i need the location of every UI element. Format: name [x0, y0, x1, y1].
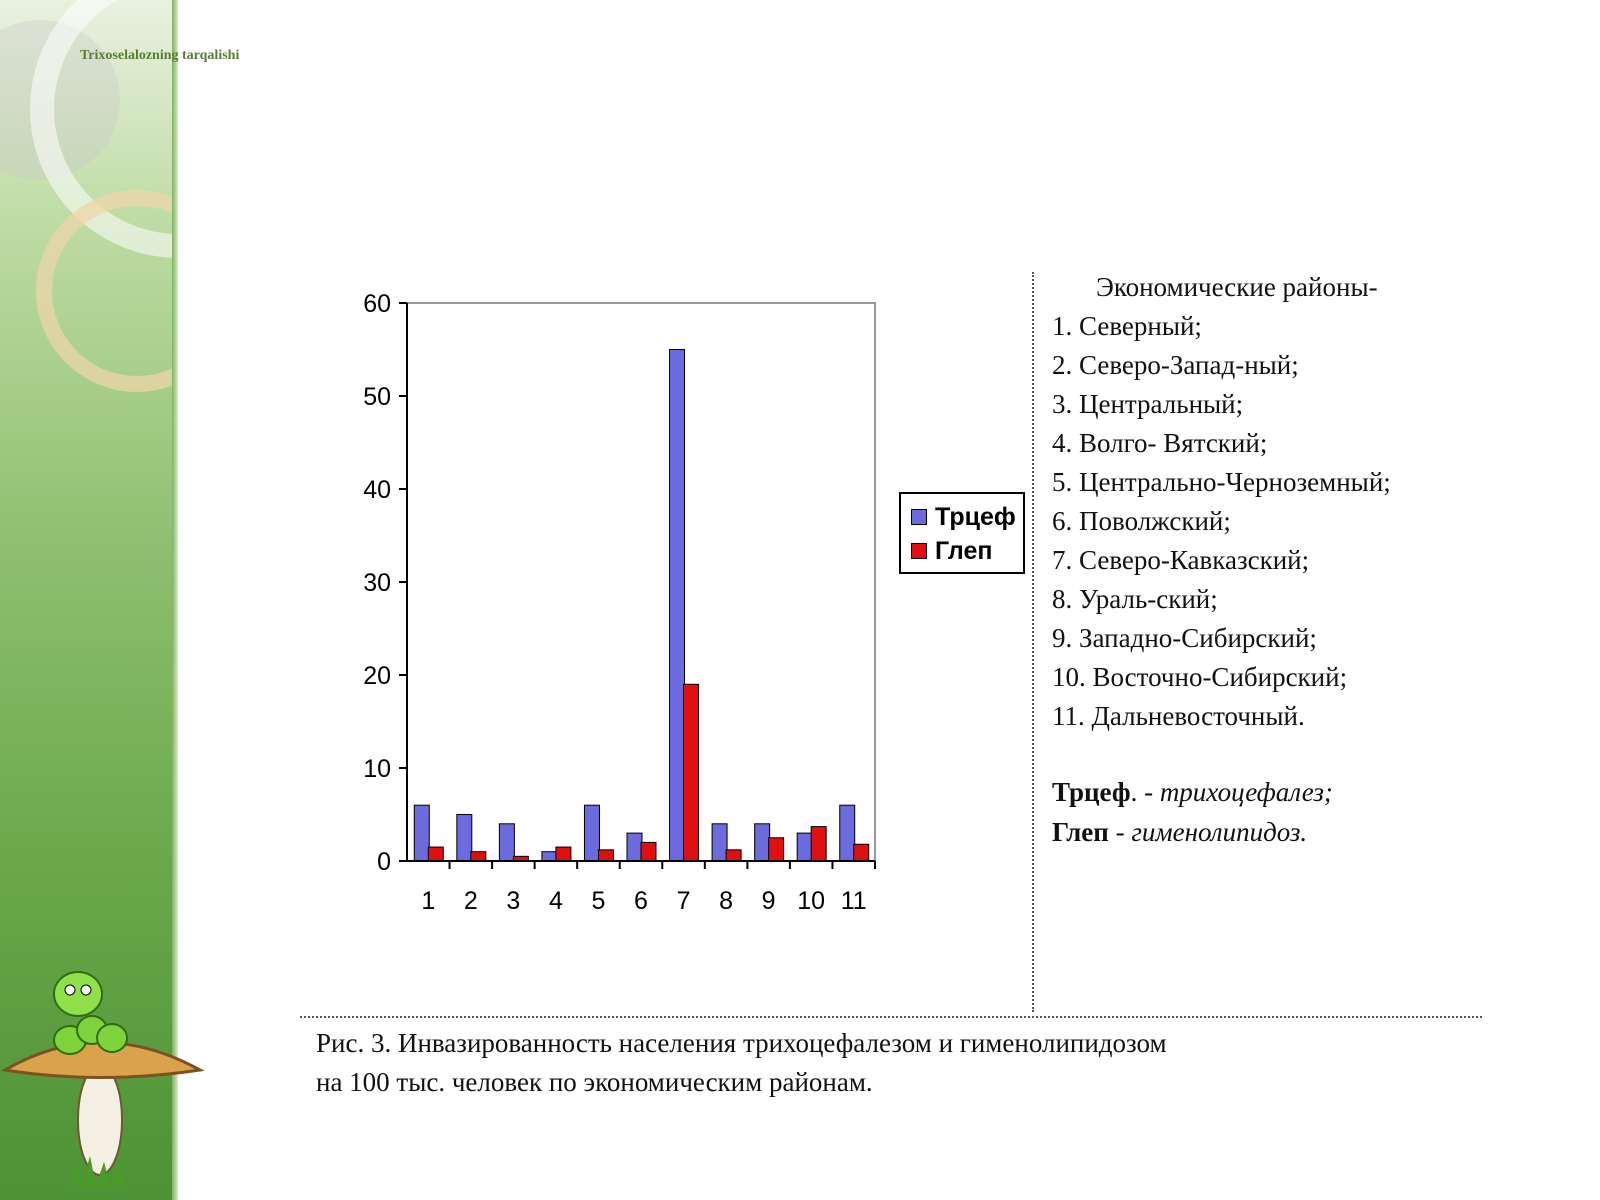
- sidebar-edge: [172, 0, 178, 1200]
- caterpillar-head: [53, 971, 103, 1017]
- abbreviation-definition: гименолипидоз.: [1131, 817, 1308, 847]
- region-item: 6. Поволжский;: [1052, 506, 1231, 536]
- bar-series-2-cat-5: [597, 849, 614, 862]
- mushroom-stem: [77, 1064, 123, 1176]
- bar-series-2-cat-10: [810, 826, 827, 862]
- bar-series-2-cat-7: [683, 683, 700, 862]
- bar-series-1-cat-8: [711, 823, 728, 862]
- x-tick-label: 6: [634, 887, 648, 915]
- caption-line-2: на 100 тыс. человек по экономическим рай…: [316, 1067, 873, 1097]
- abbreviation-term: Глеп: [1052, 817, 1109, 847]
- dotted-divider-horizontal: [300, 1016, 1482, 1018]
- x-tick-label: 8: [719, 887, 733, 915]
- region-item: 3. Центральный;: [1052, 389, 1244, 419]
- legend-label-1: Трцеф: [935, 502, 1016, 531]
- slide-title: Trixoselalozning tarqalishi: [80, 48, 240, 63]
- y-tick-label: 40: [363, 476, 391, 504]
- region-item: 8. Ураль-ский;: [1052, 584, 1218, 614]
- dotted-divider-vertical: [1032, 272, 1034, 1012]
- bar-series-1-cat-6: [626, 832, 643, 862]
- x-tick-label: 7: [677, 887, 691, 915]
- plot-area: [406, 302, 876, 862]
- region-item: 2. Северо-Запад-ный;: [1052, 350, 1299, 380]
- regions-heading: Экономические районы-: [1096, 272, 1378, 302]
- abbreviation-definition: трихоцефалез;: [1159, 777, 1333, 807]
- regions-list: Экономические районы- 1. Северный; 2. Се…: [1052, 268, 1391, 736]
- bars-group: [413, 349, 870, 862]
- region-item: 4. Волго- Вятский;: [1052, 428, 1268, 458]
- abbreviation-row: Трцеф. - трихоцефалез;: [1052, 772, 1333, 812]
- chart-legend: Трцеф Глеп: [899, 492, 1025, 574]
- bar-series-2-cat-6: [640, 841, 657, 862]
- x-tick-label: 2: [464, 887, 478, 915]
- bar-series-2-cat-9: [768, 837, 785, 862]
- bar-series-2-cat-4: [555, 846, 572, 862]
- bar-series-1-cat-10: [796, 832, 813, 862]
- y-tick-label: 30: [363, 569, 391, 597]
- bar-series-1-cat-2: [456, 814, 473, 862]
- region-item: 1. Северный;: [1052, 311, 1202, 341]
- abbreviation-separator: -: [1108, 817, 1132, 847]
- legend-label-2: Глеп: [935, 536, 993, 565]
- grass: [70, 1156, 124, 1185]
- bar-series-1-cat-7: [669, 349, 686, 862]
- bar-series-2-cat-2: [470, 851, 487, 862]
- bar-series-1-cat-11: [839, 804, 856, 862]
- caterpillar-body: [96, 1023, 128, 1053]
- x-tick-label: 3: [506, 887, 520, 915]
- x-tick-label: 5: [592, 887, 606, 915]
- bar-series-1-cat-9: [754, 823, 771, 862]
- legend-swatch-2: [911, 543, 927, 559]
- abbreviation-separator: . -: [1130, 777, 1160, 807]
- abbreviations: Трцеф. - трихоцефалез; Глеп - гименолипи…: [1052, 772, 1333, 852]
- caterpillar-eye: [64, 984, 76, 996]
- legend-item-2: Глеп: [911, 536, 992, 566]
- x-tick-label: 4: [549, 887, 563, 915]
- caption-line-1: Рис. 3. Инвазированность населения трихо…: [316, 1028, 1167, 1058]
- region-item: 10. Восточно-Сибирский;: [1052, 662, 1348, 692]
- y-tick-label: 60: [363, 290, 391, 318]
- y-tick-label: 10: [363, 755, 391, 783]
- abbreviation-term: Трцеф: [1052, 777, 1131, 807]
- bar-series-2-cat-11: [853, 843, 870, 862]
- abbreviation-row: Глеп - гименолипидоз.: [1052, 812, 1333, 852]
- region-item: 5. Центрально-Черноземный;: [1052, 467, 1391, 497]
- bar-series-2-cat-8: [725, 849, 742, 862]
- x-tick-label: 11: [841, 887, 867, 915]
- y-tick-label: 20: [363, 662, 391, 690]
- bar-series-1-cat-1: [413, 804, 430, 862]
- legend-swatch-1: [911, 509, 927, 525]
- x-tick-label: 10: [797, 887, 825, 915]
- bar-series-2-cat-1: [427, 846, 444, 862]
- x-tick-label: 9: [762, 887, 776, 915]
- x-ticks-group: 1 2 3 4 5 6 7 8 9 10 11: [421, 861, 876, 915]
- region-item: 11. Дальневосточный.: [1052, 701, 1305, 731]
- bar-series-1-cat-4: [541, 851, 558, 862]
- bar-series-1-cat-5: [583, 804, 600, 862]
- region-item: 9. Западно-Сибирский;: [1052, 623, 1317, 653]
- caterpillar-mushroom-illustration: [0, 971, 205, 1185]
- y-ticks-group: 0 10 20 30 40 50 60: [363, 290, 407, 876]
- region-item: 7. Северо-Кавказский;: [1052, 545, 1310, 575]
- legend-item-1: Трцеф: [911, 502, 1016, 532]
- y-tick-label: 0: [377, 848, 391, 876]
- x-tick-label: 1: [421, 887, 435, 915]
- bar-series-1-cat-3: [498, 823, 515, 862]
- figure-caption: Рис. 3. Инвазированность населения трихо…: [316, 1024, 1167, 1102]
- y-tick-label: 50: [363, 383, 391, 411]
- caterpillar-eye: [80, 984, 92, 996]
